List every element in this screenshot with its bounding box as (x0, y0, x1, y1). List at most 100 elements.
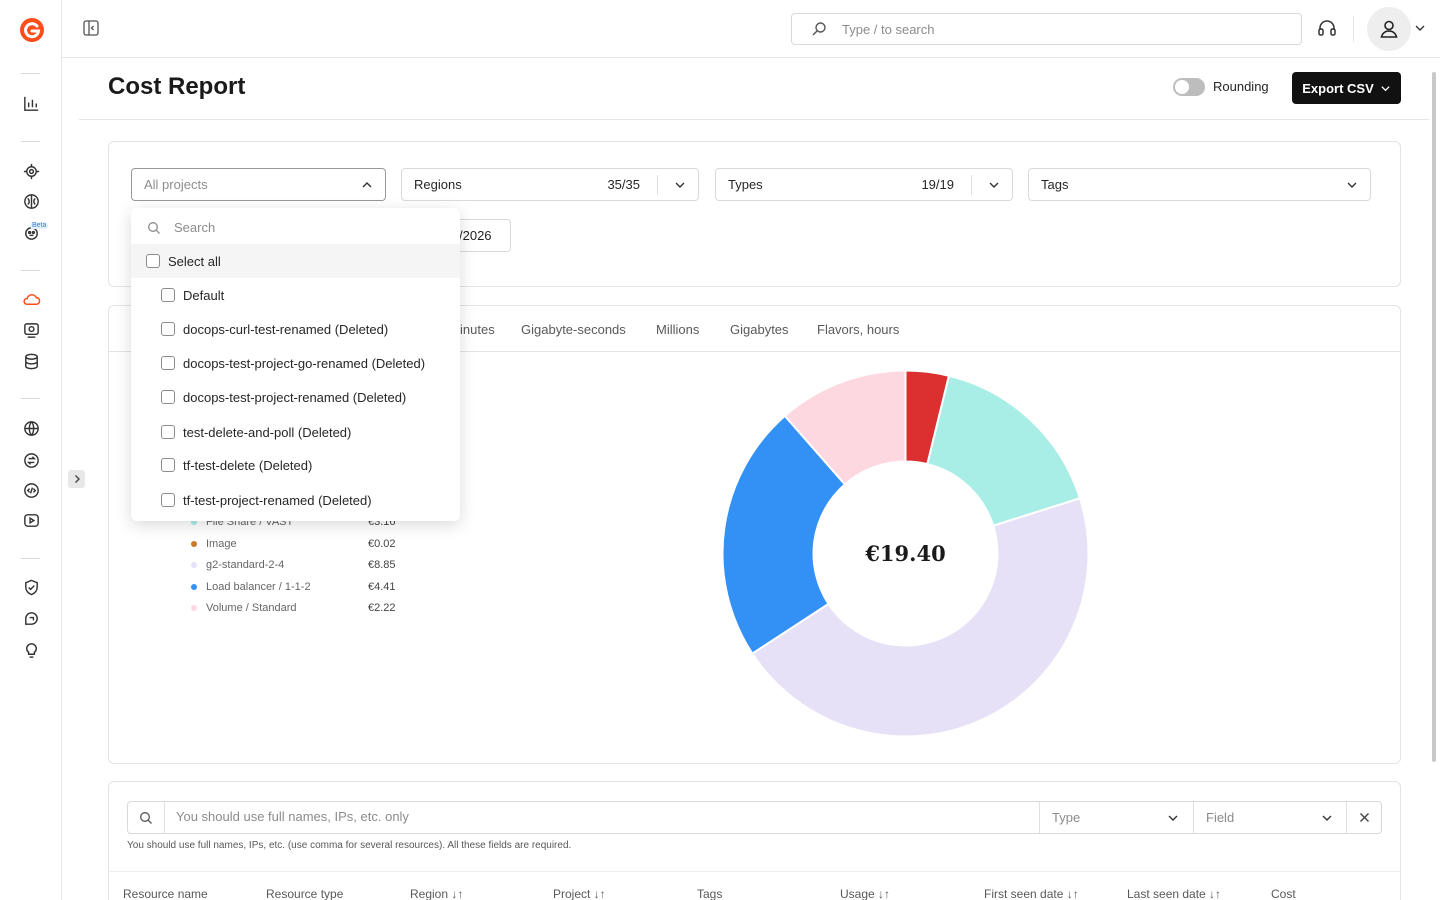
chevron-down-icon (1322, 815, 1332, 821)
column-header-first-seen[interactable]: First seen date ↓↑ (984, 887, 1079, 900)
checkbox[interactable] (161, 390, 175, 404)
select-all-option[interactable]: Select all (131, 244, 460, 278)
regions-select[interactable]: Regions 35/35 (401, 168, 699, 201)
resource-type-select[interactable]: Type (1039, 802, 1193, 833)
lightbulb-icon[interactable] (20, 638, 42, 660)
cloud-icon[interactable] (20, 288, 42, 310)
server-icon[interactable] (20, 319, 42, 341)
tab-gigabyte-seconds[interactable]: Gigabyte-seconds (521, 322, 626, 337)
bot-chat-icon[interactable] (20, 607, 42, 629)
legend-value: €8.85 (368, 559, 396, 571)
ai-chip-icon[interactable] (20, 160, 42, 182)
projects-dropdown: Search Select all Default docops-curl-te… (131, 208, 460, 521)
support-headset-icon[interactable] (1316, 18, 1338, 40)
legend-dot (191, 541, 197, 547)
globe-icon[interactable] (20, 417, 42, 439)
user-avatar[interactable] (1367, 7, 1411, 51)
reports-chart-icon[interactable] (20, 92, 42, 114)
resource-field-placeholder: Field (1206, 810, 1235, 825)
date-range-text: /2026 (459, 228, 492, 243)
column-header-cost[interactable]: Cost (1271, 887, 1296, 900)
donut-total-label: €19.40 (864, 541, 945, 566)
checkbox[interactable] (161, 458, 175, 472)
checkbox[interactable] (161, 356, 175, 370)
checkbox[interactable] (161, 288, 175, 302)
close-icon (1359, 813, 1369, 822)
chevron-down-icon (1168, 815, 1178, 821)
resource-search-input[interactable] (176, 809, 1026, 824)
clear-search-button[interactable] (1346, 802, 1381, 833)
sidebar-divider (21, 73, 40, 74)
project-option[interactable]: docops-test-project-renamed (Deleted) (131, 380, 460, 414)
table-header-divider (108, 871, 1401, 872)
shield-check-icon[interactable] (20, 576, 42, 598)
legend-label: g2-standard-2-4 (206, 559, 285, 571)
donut-slice[interactable] (722, 414, 847, 655)
legend-value: €0.02 (368, 538, 396, 550)
projects-select[interactable]: All projects (131, 168, 386, 201)
global-search-input[interactable] (842, 21, 1301, 37)
column-header-resource-name[interactable]: Resource name (123, 887, 208, 900)
legend-label: Image (206, 538, 237, 550)
brand-logo-icon[interactable] (19, 17, 45, 43)
checkbox[interactable] (161, 425, 175, 439)
select-all-label: Select all (168, 253, 221, 269)
tab-flavors-hours[interactable]: Flavors, hours (817, 322, 900, 337)
project-option-label: Default (183, 287, 225, 303)
donut-slice[interactable] (926, 374, 1082, 528)
page-title: Cost Report (108, 73, 246, 100)
beta-badge: Beta (30, 222, 49, 229)
donut-slice[interactable] (750, 497, 1089, 737)
project-option-label: test-delete-and-poll (Deleted) (183, 424, 352, 440)
project-option[interactable]: docops-test-project-go-renamed (Deleted) (131, 346, 460, 380)
legend-value: €4.41 (368, 581, 396, 593)
code-icon[interactable] (20, 479, 42, 501)
rounding-toggle[interactable] (1173, 78, 1205, 96)
search-icon (812, 22, 826, 36)
brain-icon[interactable] (20, 190, 42, 212)
user-icon (1380, 20, 1398, 38)
page-header: Cost Report Rounding Export CSV (79, 58, 1429, 120)
database-icon[interactable] (20, 350, 42, 372)
column-header-tags[interactable]: Tags (697, 887, 723, 900)
regions-label: Regions (414, 177, 462, 192)
tabs-divider (108, 351, 1401, 352)
checkbox[interactable] (161, 493, 175, 507)
project-option[interactable]: tf-test-project-renamed (Deleted) (131, 483, 460, 517)
chevron-down-icon (1347, 182, 1357, 188)
project-option[interactable]: docops-curl-test-renamed (Deleted) (131, 312, 460, 346)
chevron-down-icon[interactable] (1414, 22, 1426, 34)
export-csv-button[interactable]: Export CSV (1292, 72, 1401, 104)
legend-item: Load balancer / 1-1-2 €4.41 (191, 581, 396, 593)
collapse-sidebar-icon[interactable] (82, 19, 100, 37)
resource-field-select[interactable]: Field (1193, 802, 1347, 833)
chevron-right-icon (74, 475, 80, 483)
project-option[interactable]: test-delete-and-poll (Deleted) (131, 415, 460, 449)
project-option[interactable]: tf-test-delete (Deleted) (131, 448, 460, 482)
column-header-resource-type[interactable]: Resource type (266, 887, 344, 900)
checkbox[interactable] (146, 254, 160, 268)
column-header-last-seen[interactable]: Last seen date ↓↑ (1127, 887, 1222, 900)
donut-slice[interactable] (783, 370, 907, 486)
tags-select[interactable]: Tags (1028, 168, 1371, 201)
tab-minutes[interactable]: inutes (460, 322, 495, 337)
video-icon[interactable] (20, 509, 42, 531)
transfer-icon[interactable] (20, 449, 42, 471)
types-count: 19/19 (921, 177, 954, 192)
tab-gigabytes[interactable]: Gigabytes (730, 322, 789, 337)
export-csv-label: Export CSV (1302, 80, 1374, 96)
sidebar: Beta (0, 0, 62, 900)
legend-dot (191, 562, 197, 568)
column-header-usage[interactable]: Usage ↓↑ (840, 887, 891, 900)
expand-panel-button[interactable] (68, 470, 85, 488)
dropdown-search[interactable]: Search (147, 220, 215, 235)
global-search[interactable] (791, 13, 1302, 45)
checkbox[interactable] (161, 322, 175, 336)
scroll-thumb[interactable] (1432, 72, 1436, 762)
column-header-project[interactable]: Project ↓↑ (553, 887, 606, 900)
project-option[interactable]: Default (131, 278, 460, 312)
tab-millions[interactable]: Millions (656, 322, 700, 337)
column-header-region[interactable]: Region ↓↑ (410, 887, 464, 900)
resource-type-placeholder: Type (1052, 810, 1081, 825)
types-select[interactable]: Types 19/19 (715, 168, 1013, 201)
